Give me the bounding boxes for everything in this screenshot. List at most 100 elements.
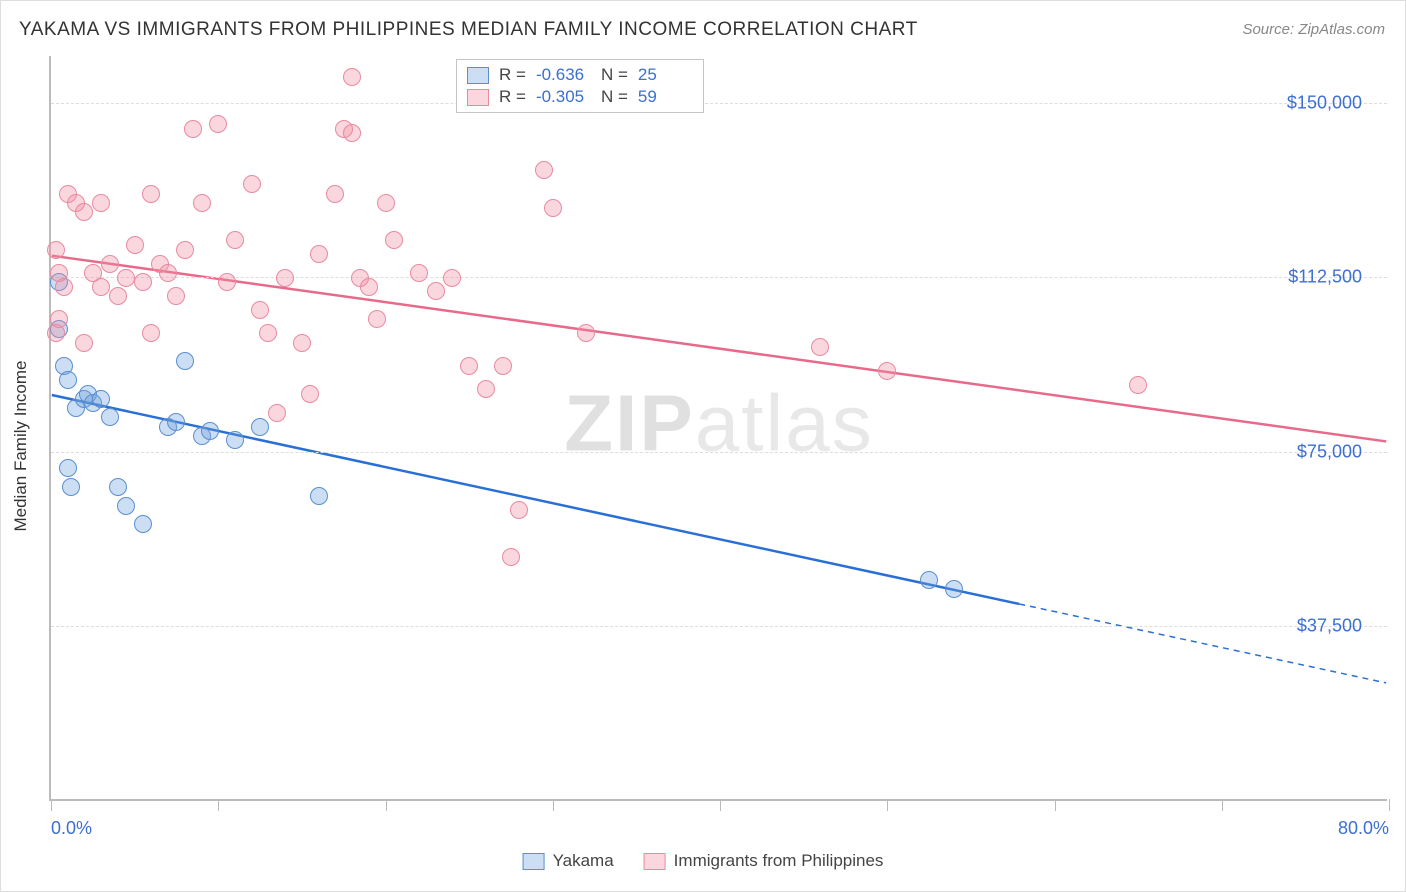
- gridline: [51, 103, 1387, 104]
- scatter-point: [226, 231, 244, 249]
- r-label: R =: [499, 87, 526, 107]
- scatter-point: [878, 362, 896, 380]
- scatter-point: [193, 194, 211, 212]
- scatter-point: [460, 357, 478, 375]
- scatter-point: [92, 390, 110, 408]
- scatter-point: [502, 548, 520, 566]
- trend-line: [52, 256, 1386, 442]
- legend-item: Yakama: [523, 851, 614, 871]
- scatter-point: [55, 278, 73, 296]
- scatter-point: [811, 338, 829, 356]
- watermark: ZIPatlas: [564, 377, 873, 469]
- scatter-point: [920, 571, 938, 589]
- scatter-point: [176, 352, 194, 370]
- series-legend: Yakama Immigrants from Philippines: [523, 851, 884, 871]
- scatter-point: [276, 269, 294, 287]
- scatter-point: [494, 357, 512, 375]
- n-value: 25: [638, 65, 693, 85]
- scatter-point: [293, 334, 311, 352]
- legend-item: Immigrants from Philippines: [644, 851, 884, 871]
- scatter-point: [326, 185, 344, 203]
- gridline: [51, 626, 1387, 627]
- y-axis-label: Median Family Income: [11, 360, 31, 531]
- x-tick: [386, 799, 387, 811]
- scatter-point: [167, 413, 185, 431]
- plot-area: ZIPatlas $37,500$75,000$112,500$150,0000…: [49, 56, 1387, 801]
- legend-label: Yakama: [553, 851, 614, 871]
- scatter-point: [126, 236, 144, 254]
- scatter-point: [75, 334, 93, 352]
- y-tick-label: $75,000: [1297, 441, 1362, 462]
- scatter-point: [251, 418, 269, 436]
- trend-line: [52, 395, 1019, 604]
- scatter-point: [59, 371, 77, 389]
- scatter-point: [109, 478, 127, 496]
- scatter-point: [226, 431, 244, 449]
- scatter-point: [50, 310, 68, 328]
- n-label: N =: [601, 65, 628, 85]
- scatter-point: [427, 282, 445, 300]
- scatter-point: [243, 175, 261, 193]
- scatter-point: [134, 515, 152, 533]
- scatter-point: [92, 194, 110, 212]
- correlation-stats-legend: R = -0.636 N = 25 R = -0.305 N = 59: [456, 59, 704, 113]
- scatter-point: [310, 245, 328, 263]
- x-tick: [1222, 799, 1223, 811]
- scatter-point: [101, 255, 119, 273]
- scatter-point: [343, 68, 361, 86]
- scatter-point: [218, 273, 236, 291]
- scatter-point: [544, 199, 562, 217]
- x-tick: [218, 799, 219, 811]
- scatter-point: [259, 324, 277, 342]
- scatter-point: [142, 324, 160, 342]
- x-tick-label: 0.0%: [51, 818, 92, 839]
- n-value: 59: [638, 87, 693, 107]
- scatter-point: [134, 273, 152, 291]
- scatter-point: [301, 385, 319, 403]
- y-tick-label: $150,000: [1287, 92, 1362, 113]
- gridline: [51, 452, 1387, 453]
- r-label: R =: [499, 65, 526, 85]
- scatter-point: [109, 287, 127, 305]
- x-tick-label: 80.0%: [1338, 818, 1389, 839]
- scatter-point: [62, 478, 80, 496]
- scatter-point: [201, 422, 219, 440]
- scatter-point: [209, 115, 227, 133]
- scatter-point: [360, 278, 378, 296]
- scatter-point: [167, 287, 185, 305]
- x-tick: [553, 799, 554, 811]
- n-label: N =: [601, 87, 628, 107]
- legend-swatch: [467, 67, 489, 84]
- r-value: -0.636: [536, 65, 591, 85]
- y-tick-label: $112,500: [1288, 267, 1362, 288]
- scatter-point: [75, 203, 93, 221]
- scatter-point: [535, 161, 553, 179]
- scatter-point: [159, 264, 177, 282]
- chart-container: YAKAMA VS IMMIGRANTS FROM PHILIPPINES ME…: [0, 0, 1406, 892]
- scatter-point: [577, 324, 595, 342]
- scatter-point: [477, 380, 495, 398]
- scatter-point: [101, 408, 119, 426]
- legend-label: Immigrants from Philippines: [674, 851, 884, 871]
- scatter-point: [47, 241, 65, 259]
- scatter-point: [59, 459, 77, 477]
- legend-swatch: [467, 89, 489, 106]
- x-tick: [887, 799, 888, 811]
- scatter-point: [368, 310, 386, 328]
- scatter-point: [510, 501, 528, 519]
- x-tick: [51, 799, 52, 811]
- gridline: [51, 277, 1387, 278]
- scatter-point: [443, 269, 461, 287]
- scatter-point: [117, 269, 135, 287]
- scatter-point: [184, 120, 202, 138]
- legend-swatch: [644, 853, 666, 870]
- scatter-point: [385, 231, 403, 249]
- stats-row: R = -0.636 N = 25: [467, 64, 693, 86]
- chart-title: YAKAMA VS IMMIGRANTS FROM PHILIPPINES ME…: [19, 19, 918, 41]
- stats-row: R = -0.305 N = 59: [467, 86, 693, 108]
- x-tick: [720, 799, 721, 811]
- scatter-point: [945, 580, 963, 598]
- scatter-point: [92, 278, 110, 296]
- r-value: -0.305: [536, 87, 591, 107]
- source-attribution: Source: ZipAtlas.com: [1242, 21, 1385, 38]
